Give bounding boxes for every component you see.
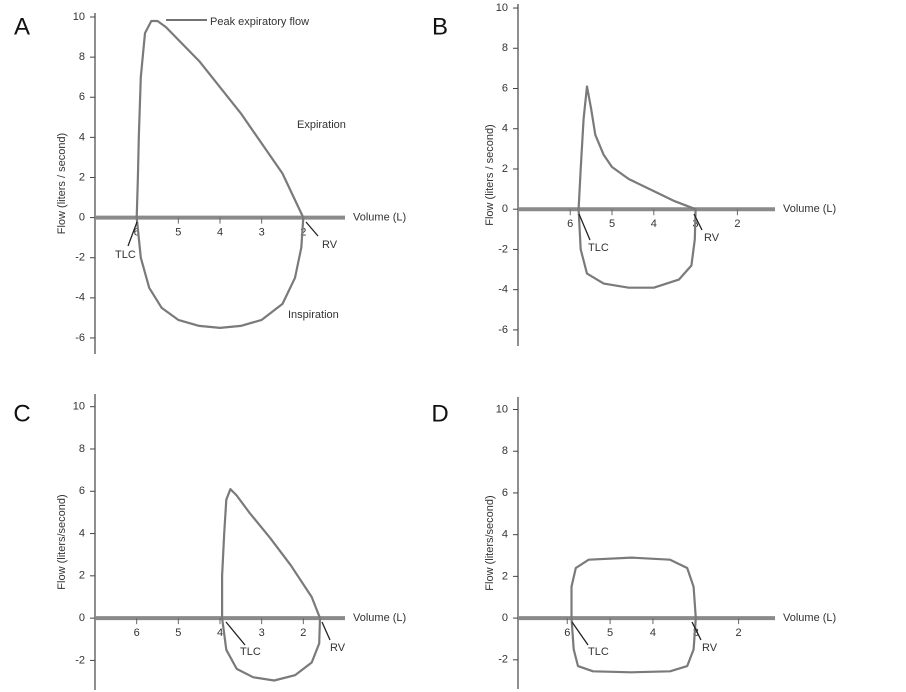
x-tick-label: 4 bbox=[217, 627, 223, 639]
x-tick-label: 5 bbox=[607, 627, 613, 639]
x-tick-label: 4 bbox=[650, 627, 656, 639]
panel-letter: B bbox=[432, 13, 448, 40]
y-tick-label: 8 bbox=[79, 51, 85, 63]
flow-volume-loop bbox=[570, 556, 697, 674]
x-tick-label: 5 bbox=[609, 218, 615, 230]
annotation: RV bbox=[702, 642, 718, 654]
y-tick-label: -2 bbox=[498, 654, 508, 666]
y-tick-label: 0 bbox=[502, 612, 508, 624]
y-tick-label: 10 bbox=[496, 2, 508, 14]
annotation-arrow bbox=[127, 221, 138, 247]
annotation-arrow bbox=[225, 621, 246, 646]
flow-volume-loop bbox=[221, 488, 322, 682]
y-tick-label: 6 bbox=[79, 485, 85, 497]
y-tick-label: 4 bbox=[502, 123, 508, 135]
annotation: Peak expiratory flow bbox=[210, 16, 309, 28]
y-tick-label: 0 bbox=[502, 203, 508, 215]
x-tick-label: 5 bbox=[175, 227, 181, 239]
y-tick-label: 8 bbox=[79, 443, 85, 455]
y-tick-label: 4 bbox=[79, 131, 85, 143]
y-tick-label: 2 bbox=[502, 163, 508, 175]
annotation-arrow bbox=[691, 621, 702, 641]
annotation-arrow bbox=[578, 213, 591, 241]
panel-letter: D bbox=[431, 400, 448, 427]
y-axis-label: Flow (liters/second) bbox=[56, 494, 68, 589]
x-axis-label: Volume (L) bbox=[353, 212, 406, 224]
y-tick-label: 4 bbox=[79, 527, 85, 539]
y-tick-label: 0 bbox=[79, 212, 85, 224]
y-tick-label: 8 bbox=[502, 445, 508, 457]
y-axis-label: Flow (liters/second) bbox=[484, 495, 496, 590]
x-tick-label: 6 bbox=[564, 627, 570, 639]
annotation: TLC bbox=[588, 646, 609, 658]
x-axis-label: Volume (L) bbox=[353, 612, 406, 624]
y-tick-label: -6 bbox=[75, 332, 85, 344]
panel-letter: C bbox=[13, 400, 30, 427]
x-tick-label: 5 bbox=[175, 627, 181, 639]
y-tick-label: 8 bbox=[502, 42, 508, 54]
y-tick-label: 6 bbox=[79, 91, 85, 103]
y-tick-label: 2 bbox=[79, 570, 85, 582]
annotation: TLC bbox=[588, 242, 609, 254]
annotation: Inspiration bbox=[288, 309, 339, 321]
annotation-arrow bbox=[693, 213, 703, 231]
y-tick-label: -4 bbox=[498, 284, 508, 296]
x-axis-label: Volume (L) bbox=[783, 203, 836, 215]
x-tick-label: 2 bbox=[734, 218, 740, 230]
y-tick-label: -2 bbox=[498, 243, 508, 255]
panel-letter: A bbox=[14, 13, 30, 40]
x-axis-label: Volume (L) bbox=[783, 612, 836, 624]
flow-volume-loop bbox=[135, 19, 305, 329]
annotation-arrow bbox=[305, 221, 319, 237]
annotation: RV bbox=[322, 239, 338, 251]
annotation-arrow bbox=[321, 621, 331, 641]
y-tick-label: 2 bbox=[79, 171, 85, 183]
y-tick-label: 10 bbox=[496, 403, 508, 415]
x-tick-label: 3 bbox=[259, 627, 265, 639]
x-tick-label: 6 bbox=[567, 218, 573, 230]
x-tick-label: 4 bbox=[217, 227, 223, 239]
y-tick-label: 0 bbox=[79, 612, 85, 624]
y-tick-label: 2 bbox=[502, 570, 508, 582]
y-tick-label: 6 bbox=[502, 487, 508, 499]
y-axis-label: Flow (liters / second) bbox=[56, 133, 68, 234]
annotation: RV bbox=[330, 642, 346, 654]
y-tick-label: -2 bbox=[75, 654, 85, 666]
x-tick-label: 3 bbox=[259, 227, 265, 239]
y-tick-label: 4 bbox=[502, 529, 508, 541]
annotation: TLC bbox=[240, 646, 261, 658]
y-tick-label: -6 bbox=[498, 324, 508, 336]
x-tick-label: 6 bbox=[134, 627, 140, 639]
flow-volume-loop bbox=[577, 85, 697, 289]
y-tick-label: 10 bbox=[73, 11, 85, 23]
annotation-arrow bbox=[571, 621, 589, 646]
x-tick-label: 6 bbox=[134, 227, 140, 239]
y-tick-label: -4 bbox=[75, 292, 85, 304]
annotation: TLC bbox=[115, 249, 136, 261]
y-tick-label: 10 bbox=[73, 401, 85, 413]
annotation: Expiration bbox=[297, 119, 346, 131]
x-tick-label: 4 bbox=[651, 218, 657, 230]
y-tick-label: -2 bbox=[75, 252, 85, 264]
x-tick-label: 2 bbox=[736, 627, 742, 639]
y-tick-label: 6 bbox=[502, 82, 508, 94]
y-axis-label: Flow (liters / second) bbox=[484, 124, 496, 225]
annotation: RV bbox=[704, 232, 720, 244]
x-tick-label: 2 bbox=[300, 627, 306, 639]
